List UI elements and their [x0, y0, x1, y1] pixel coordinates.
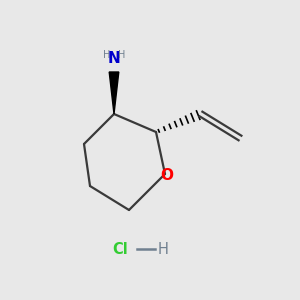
Text: Cl: Cl — [112, 242, 128, 256]
Polygon shape — [109, 72, 119, 114]
Text: O: O — [160, 168, 173, 183]
Text: H: H — [118, 50, 126, 61]
Text: N: N — [108, 51, 120, 66]
Text: H: H — [158, 242, 168, 256]
Text: H: H — [103, 50, 110, 61]
